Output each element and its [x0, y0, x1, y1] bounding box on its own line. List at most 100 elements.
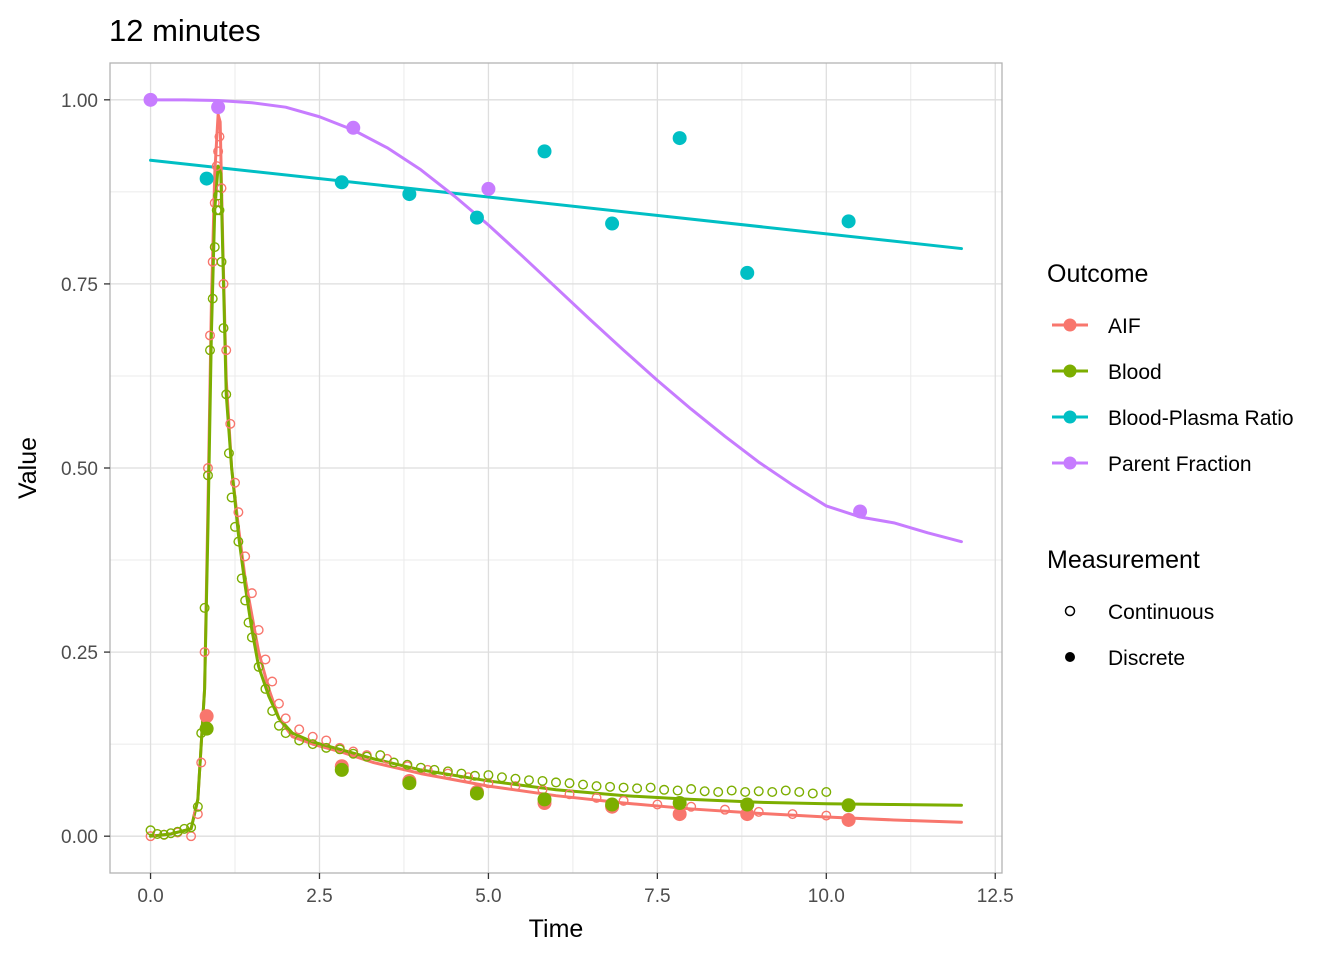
continuous-point-aif: [145, 831, 156, 842]
legend-label: Discrete: [1108, 647, 1185, 670]
discrete-point-blood: [199, 721, 214, 736]
continuous-point-blood: [686, 784, 697, 795]
continuous-point-aif: [213, 146, 224, 157]
continuous-point-blood: [456, 768, 467, 779]
continuous-point-blood: [165, 828, 176, 839]
discrete-point-blood: [334, 762, 349, 777]
continuous-point-aif: [321, 735, 332, 746]
y-tick-label: 1.00: [61, 91, 98, 112]
discrete-point-blood: [605, 797, 620, 812]
grid-major: [110, 63, 1002, 873]
continuous-point-blood: [307, 739, 318, 750]
continuous-point-aif: [652, 799, 663, 810]
legend-label: Blood-Plasma Ratio: [1108, 407, 1294, 430]
discrete-point-blood-plasma-ratio: [537, 144, 552, 159]
x-tick-label: 5.0: [475, 886, 501, 907]
discrete-point-aif: [740, 807, 755, 822]
discrete-point-blood: [402, 776, 417, 791]
continuous-point-blood: [361, 751, 372, 762]
continuous-point-blood: [205, 345, 216, 356]
discrete-point-aif: [199, 709, 214, 724]
continuous-point-aif: [719, 804, 730, 815]
continuous-point-aif: [192, 809, 203, 820]
continuous-point-blood: [375, 750, 386, 761]
continuous-point-blood: [152, 828, 163, 839]
continuous-point-aif: [280, 713, 291, 724]
legend-item-continuous: Continuous: [1064, 601, 1214, 624]
x-tick-label: 2.5: [306, 886, 332, 907]
y-tick-label: 0.25: [61, 643, 98, 664]
continuous-point-blood: [578, 779, 589, 790]
discrete-point-blood-plasma-ratio: [841, 214, 856, 229]
continuous-point-blood: [223, 448, 234, 459]
continuous-point-aif: [253, 625, 264, 636]
y-tick-label: 0.00: [61, 827, 98, 848]
continuous-point-blood: [740, 787, 751, 798]
legend-key-point: [1063, 364, 1077, 378]
fit-line-parent-fraction: [149, 98, 963, 544]
continuous-point-aif: [202, 463, 213, 474]
continuous-point-blood: [211, 205, 222, 216]
continuous-point-blood: [192, 801, 203, 812]
continuous-point-blood: [726, 785, 737, 796]
continuous-point-blood: [213, 190, 224, 201]
continuous-point-aif: [205, 330, 216, 341]
continuous-point-blood: [551, 777, 562, 788]
continuous-point-blood: [230, 521, 241, 532]
continuous-point-blood: [199, 602, 210, 613]
discrete-point-blood-plasma-ratio: [334, 175, 349, 190]
continuous-point-blood: [334, 744, 345, 755]
continuous-point-blood: [253, 661, 264, 672]
continuous-point-blood: [699, 786, 710, 797]
discrete-point-parent-fraction: [211, 100, 226, 115]
x-tick-label: 7.5: [644, 886, 670, 907]
continuous-point-aif: [564, 789, 575, 800]
continuous-point-blood: [483, 770, 494, 781]
discrete-point-blood: [469, 786, 484, 801]
y-tick-label: 0.50: [61, 459, 98, 480]
discrete-point-blood: [841, 798, 856, 813]
continuous-point-blood: [564, 778, 575, 789]
continuous-point-blood: [415, 762, 426, 773]
continuous-point-aif: [273, 698, 284, 709]
continuous-point-aif: [233, 507, 244, 518]
discrete-point-blood-plasma-ratio: [469, 210, 484, 225]
continuous-point-aif: [199, 647, 210, 658]
legend-item-aif: AIF: [1052, 315, 1141, 338]
continuous-point-aif: [230, 477, 241, 488]
continuous-point-aif: [211, 161, 222, 172]
continuous-point-blood: [246, 632, 257, 643]
continuous-point-aif: [307, 731, 318, 742]
continuous-point-blood: [442, 766, 453, 777]
continuous-point-blood: [469, 770, 480, 781]
discrete-point-parent-fraction: [853, 504, 868, 519]
continuous-point-blood: [767, 787, 778, 798]
continuous-point-blood: [753, 786, 764, 797]
continuous-point-blood: [294, 735, 305, 746]
continuous-point-blood: [240, 595, 251, 606]
continuous-point-blood: [233, 536, 244, 547]
continuous-point-aif: [225, 418, 236, 429]
continuous-point-blood: [207, 293, 218, 304]
legend-measurements: Continuous Discrete: [1064, 601, 1214, 670]
continuous-point-blood: [780, 785, 791, 796]
continuous-point-aif: [240, 551, 251, 562]
continuous-point-blood: [267, 706, 278, 717]
continuous-point-blood: [402, 759, 413, 770]
continuous-point-blood: [186, 822, 197, 833]
continuous-point-aif: [422, 764, 433, 775]
discrete-point-blood-plasma-ratio: [199, 171, 214, 186]
continuous-points: [145, 131, 832, 842]
x-tick-label: 10.0: [808, 886, 845, 907]
continuous-point-blood: [713, 787, 724, 798]
x-tick-label: 12.5: [977, 886, 1014, 907]
discrete-point-blood: [740, 797, 755, 812]
continuous-point-aif: [267, 676, 278, 687]
x-axis-title: Time: [529, 915, 584, 943]
continuous-point-aif: [214, 131, 225, 142]
continuous-point-blood: [179, 823, 190, 834]
continuous-point-aif: [821, 810, 832, 821]
legend-key-filled-circle: [1065, 652, 1075, 662]
legend-key-point: [1063, 318, 1077, 332]
discrete-point-aif: [841, 812, 856, 827]
